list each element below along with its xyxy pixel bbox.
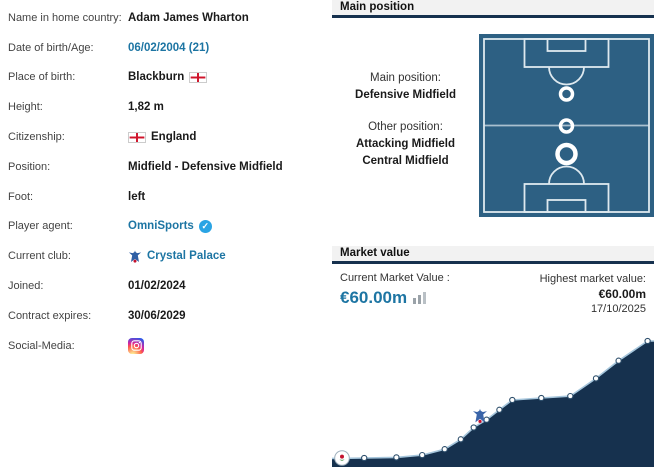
info-label: Foot:	[8, 190, 34, 203]
current-market-value-block: Current Market Value : €60.00m	[340, 272, 450, 317]
info-row-name: Name in home country: Adam James Wharton	[8, 3, 330, 33]
other-position-value-1: Attacking Midfield	[355, 138, 456, 150]
player-info-table: Name in home country: Adam James Wharton…	[0, 0, 330, 460]
info-label: Height:	[8, 101, 43, 114]
market-value-chart[interactable]	[332, 321, 654, 467]
other-position-label: Other position:	[368, 121, 443, 133]
position-value: Midfield - Defensive Midfield	[128, 160, 283, 173]
other-position-value-2: Central Midfield	[362, 155, 449, 167]
info-row-social: Social-Media:	[8, 331, 330, 361]
club-link[interactable]: Crystal Palace	[147, 250, 226, 263]
info-row-contract: Contract expires: 30/06/2029	[8, 301, 330, 331]
info-row-birthdate: Date of birth/Age: 06/02/2004 (21)	[8, 33, 330, 63]
market-value-chart-area	[332, 321, 654, 467]
info-label: Date of birth/Age:	[8, 41, 94, 54]
main-position-panel: Main position Main position: Defensive M…	[332, 0, 654, 234]
right-column: Main position Main position: Defensive M…	[330, 0, 660, 467]
player-name-value: Adam James Wharton	[128, 11, 249, 24]
position-text-block: Main position: Defensive Midfield Other …	[332, 18, 479, 234]
info-row-height: Height: 1,82 m	[8, 92, 330, 122]
info-label: Joined:	[8, 280, 44, 293]
info-row-birthplace: Place of birth: Blackburn	[8, 63, 330, 93]
england-flag-icon	[128, 131, 146, 143]
verified-badge-icon: ✓	[198, 219, 212, 233]
contract-expires-value: 30/06/2029	[128, 309, 186, 322]
joined-value: 01/02/2024	[128, 280, 186, 293]
crystal-palace-crest-icon[interactable]	[128, 249, 142, 264]
market-value-chart-icon	[413, 292, 427, 304]
highest-market-value: €60.00m	[598, 287, 646, 301]
info-label: Position:	[8, 160, 51, 173]
crystal-palace-logo[interactable]	[472, 408, 488, 424]
highest-market-value-block: Highest market value: €60.00m 17/10/2025	[540, 272, 646, 317]
agent-link[interactable]: OmniSports	[128, 220, 194, 233]
highest-market-value-date: 17/10/2025	[590, 303, 646, 315]
birthplace-value: Blackburn	[128, 71, 185, 84]
info-label: Place of birth:	[8, 71, 76, 84]
central-midfield-marker	[558, 118, 575, 134]
current-market-value: €60.00m	[340, 288, 408, 307]
info-row-agent: Player agent: OmniSports ✓	[8, 212, 330, 242]
info-row-citizenship: Citizenship: England	[8, 122, 330, 152]
info-label: Citizenship:	[8, 131, 65, 144]
info-label: Social-Media:	[8, 339, 75, 352]
attacking-midfield-marker	[558, 86, 575, 102]
info-row-position: Position: Midfield - Defensive Midfield	[8, 152, 330, 182]
main-position-label: Main position:	[370, 72, 441, 84]
info-row-club: Current club: Crystal Palace	[8, 241, 330, 271]
position-pitch	[479, 34, 654, 220]
market-value-panel: Market value Current Market Value : €60.…	[332, 246, 654, 467]
info-label: Contract expires:	[8, 309, 92, 322]
instagram-icon[interactable]	[128, 337, 144, 354]
info-label: Player agent:	[8, 220, 73, 233]
market-value-header: Market value	[332, 246, 654, 264]
height-value: 1,82 m	[128, 101, 164, 114]
highest-market-value-label: Highest market value:	[539, 273, 646, 285]
main-position-header: Main position	[332, 0, 654, 18]
defensive-midfield-main-marker	[555, 142, 578, 166]
england-flag-icon	[189, 71, 208, 83]
citizenship-value: England	[151, 131, 197, 144]
info-row-joined: Joined: 01/02/2024	[8, 271, 330, 301]
info-row-foot: Foot: left	[8, 182, 330, 212]
main-position-value: Defensive Midfield	[355, 89, 456, 101]
current-market-value-label: Current Market Value :	[340, 272, 450, 284]
info-label: Name in home country:	[8, 11, 122, 24]
birthdate-link[interactable]: 06/02/2004 (21)	[128, 41, 210, 54]
info-label: Current club:	[8, 250, 71, 263]
foot-value: left	[128, 190, 146, 203]
blackburn-rovers-logo[interactable]	[333, 450, 350, 467]
